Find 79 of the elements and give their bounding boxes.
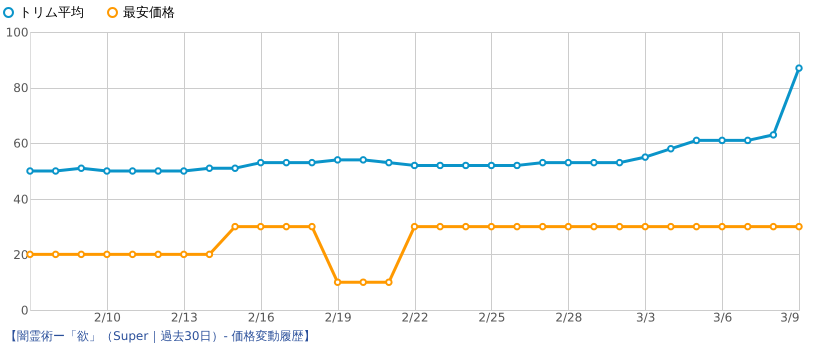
legend-label: トリム平均 — [19, 6, 84, 21]
point — [692, 222, 700, 230]
y-tick-label: 100 — [6, 26, 28, 40]
point — [744, 136, 752, 144]
point — [180, 250, 188, 258]
x-tick-label: 2/10 — [94, 310, 121, 324]
point — [359, 156, 367, 164]
point — [385, 278, 393, 286]
point — [334, 156, 342, 164]
point — [744, 222, 752, 230]
point — [462, 162, 470, 170]
point — [256, 222, 264, 230]
x-tick-label: 2/19 — [324, 310, 352, 324]
point — [616, 158, 624, 166]
point — [462, 222, 470, 230]
point — [78, 250, 86, 258]
point — [718, 222, 726, 230]
x-tick-label: 3/3 — [636, 310, 656, 324]
x-tick-label: 3/9 — [780, 310, 800, 324]
point — [436, 162, 444, 170]
point — [359, 278, 367, 286]
y-tick-label: 0 — [20, 304, 28, 318]
point — [718, 136, 726, 144]
point — [488, 222, 496, 230]
point — [410, 162, 418, 170]
x-tick-label: 2/25 — [478, 310, 506, 324]
point — [770, 222, 778, 230]
point — [52, 167, 60, 175]
point — [692, 136, 700, 144]
point — [795, 222, 803, 230]
point — [256, 158, 264, 166]
point — [334, 278, 342, 286]
point — [538, 158, 546, 166]
point — [206, 164, 214, 172]
point — [282, 222, 290, 230]
point — [410, 222, 418, 230]
x-tick-label: 2/22 — [402, 310, 428, 324]
point — [231, 164, 239, 172]
y-tick-label: 40 — [13, 192, 28, 206]
point — [128, 250, 136, 258]
point — [538, 222, 546, 230]
point — [436, 222, 444, 230]
text: 【闇霊術ー「欲」（Super｜過去30日）- 価格変動履歴】 — [5, 329, 316, 343]
point — [770, 131, 778, 139]
point — [103, 167, 111, 175]
point — [513, 162, 521, 170]
point — [231, 222, 239, 230]
point — [667, 145, 675, 152]
point — [128, 167, 136, 175]
point — [795, 64, 803, 72]
point — [154, 250, 162, 258]
point — [385, 158, 393, 166]
point — [641, 222, 649, 230]
point — [103, 250, 111, 258]
point — [513, 222, 521, 230]
point — [206, 250, 214, 258]
point — [78, 164, 86, 172]
point — [667, 222, 675, 230]
x-tick-label: 3/6 — [712, 310, 732, 324]
point — [488, 162, 496, 170]
point — [641, 153, 649, 161]
point — [308, 158, 316, 166]
point — [616, 222, 624, 230]
x-tick-label: 2/13 — [170, 310, 198, 324]
point — [282, 158, 290, 166]
x-tick-label: 2/16 — [248, 310, 275, 324]
point — [590, 158, 598, 166]
point — [564, 222, 572, 230]
point — [308, 222, 316, 230]
point — [26, 167, 34, 175]
legend-label: 最安価格 — [123, 4, 175, 21]
point — [154, 167, 162, 175]
point — [52, 250, 60, 258]
point — [564, 158, 572, 166]
y-tick-label: 80 — [13, 81, 28, 96]
point — [590, 222, 598, 230]
x-tick-label: 2/28 — [555, 310, 582, 324]
point — [180, 167, 188, 175]
y-tick-label: 60 — [13, 136, 28, 151]
